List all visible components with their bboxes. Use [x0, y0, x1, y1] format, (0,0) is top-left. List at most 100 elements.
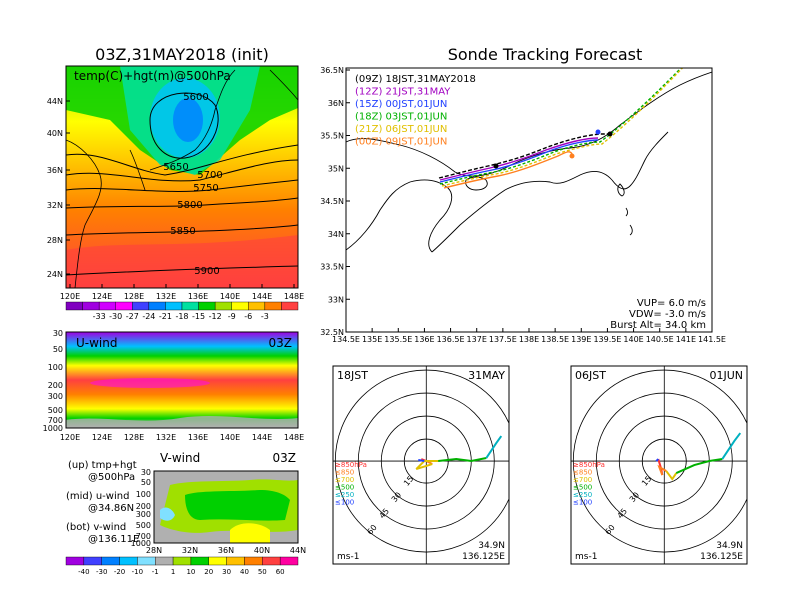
vwind-colorbar-label: 60 [276, 568, 285, 576]
contour-label-5800: 5800 [177, 200, 202, 211]
hodograph-lon: 136.125E [462, 552, 505, 562]
contour-5850 [66, 224, 298, 236]
map500-colorbar-cell [181, 301, 199, 311]
hodograph-trace [655, 432, 742, 481]
uwind-lon-tick: 124E [92, 433, 112, 442]
map500-colorbar: -33 -30 -27 -24 -21 -18 -15 -12 -9 -6 -3 [65, 301, 299, 321]
hodograph-trace-segment [665, 470, 678, 481]
uwind-pressure-tick: 30 [53, 329, 63, 338]
vwind-colorbar-label: -10 [132, 568, 143, 576]
hodograph-trace-segment [485, 435, 503, 459]
hodograph-legend-entry: ≤250 [573, 491, 592, 499]
map500-lon-tick: 132E [156, 292, 176, 301]
contour-label-5900: 5900 [194, 266, 219, 277]
map500-lon-ticks: 120E 124E 128E 132E 136E 140E 144E 148E [60, 284, 304, 301]
hodograph-time: 18JST [337, 369, 368, 382]
map500-colorbar-label: -3 [261, 312, 269, 321]
track-lat-ticks: 36.5N 36N 35.5N 35N 34.5N 34N 33.5N 33N 32.5N [320, 66, 350, 337]
uwind-pressure-tick: 1000 [43, 424, 63, 433]
map500-colorbar-cell [281, 301, 299, 311]
trajectory-12z [439, 137, 599, 181]
map500-colorbar-cell [248, 301, 266, 311]
track-title: Sonde Tracking Forecast [448, 45, 643, 64]
hodograph-legend-entry: ≤500 [573, 484, 592, 492]
uwind-pressure-tick: 200 [48, 381, 63, 390]
track-lat-tick: 35.5N [320, 132, 344, 141]
trajectory-15z [439, 139, 599, 183]
vwind-lat-tick: 32N [182, 546, 198, 555]
vwind-colorbar-cell [137, 556, 156, 566]
contour-5600 [149, 92, 219, 159]
map500-lon-tick: 128E [124, 292, 144, 301]
endpoint-15z [595, 129, 601, 135]
vwind-colorbar-label: 50 [258, 568, 267, 576]
contour-5650 [66, 144, 298, 176]
track-lat-tick: 34N [328, 230, 344, 239]
map500-lon-tick: 120E [60, 292, 80, 301]
vwind-colorbar-label: 40 [240, 568, 249, 576]
vwind-colorbar-cell [279, 556, 299, 566]
uwind-label: U-wind [76, 336, 117, 350]
track-island-1 [617, 183, 625, 197]
map500-colorbar-cell [231, 301, 249, 311]
hodograph-trace-segment [438, 457, 487, 463]
hodograph-legend-entry: ≤250 [335, 491, 354, 499]
uwind-pressure-tick: 300 [48, 392, 63, 401]
vwind-frame [153, 470, 299, 544]
vwind-colorbar-cell [262, 556, 281, 566]
uwind-lon-tick: 136E [188, 433, 208, 442]
hodograph-trace-segment [675, 458, 723, 474]
map500-lat-tick: 28N [47, 236, 63, 245]
vwind-colorbar-cell [119, 556, 138, 566]
map500-lon-tick: 148E [284, 292, 304, 301]
vwind-colorbar-cell [155, 556, 174, 566]
map500-lon-tick: 140E [220, 292, 240, 301]
vwind-lat-tick: 36N [218, 546, 234, 555]
hodograph-trace-segment [721, 432, 742, 460]
vwind-pressure-tick: 300 [136, 510, 151, 519]
vwind-colorbar-label: -1 [152, 568, 159, 576]
hodograph-date: 31MAY [468, 369, 505, 382]
track-lat-tick: 32.5N [320, 328, 344, 337]
track-lon-tick: 141E [676, 335, 696, 344]
map500-lat-tick: 40N [47, 129, 63, 138]
coastline-north [269, 69, 298, 101]
vwind-lat-tick: 40N [254, 546, 270, 555]
vwind-lat-tick: 28N [146, 546, 162, 555]
track-lat-tick: 33.5N [320, 263, 344, 272]
track-legend-entry: (00Z) 09JST,01JUN [355, 137, 447, 148]
vwind-colorbar-cell [244, 556, 263, 566]
vwind-pressure-tick: 700 [136, 532, 151, 541]
main-title: 03Z,31MAY2018 (init) [95, 45, 269, 64]
map500-colorbar-label: -6 [244, 312, 252, 321]
track-lon-tick: 135E [362, 335, 382, 344]
map500-lat-ticks: 44N 40N 36N 32N 28N 24N [47, 97, 70, 279]
vwind-pressure-tick: 30 [141, 468, 151, 477]
contour-5800 [66, 197, 298, 209]
hodograph-legend-entry: ≤500 [335, 484, 354, 492]
hodograph-trace-segment [657, 464, 667, 476]
map500-colorbar-cell [132, 301, 150, 311]
vwind-colorbar-cell [83, 556, 102, 566]
map500-warm-band [66, 235, 298, 288]
track-coastline-bay [465, 176, 488, 191]
contour-label-5650: 5650 [163, 162, 188, 173]
uwind-pressure-tick: 100 [48, 363, 63, 372]
vwind-negative-patch [160, 507, 175, 521]
vwind-lat-ticks: 28N 32N 36N 40N 44N [146, 546, 306, 555]
map500-lat-tick: 24N [47, 270, 63, 279]
uwind-pressure-tick: 700 [48, 416, 63, 425]
track-lon-tick: 139E [571, 335, 591, 344]
track-lat-tick: 34.5N [320, 197, 344, 206]
endpoint-00z [569, 153, 575, 159]
map500-colorbar-cell [65, 301, 83, 311]
map500-lon-tick: 124E [92, 292, 112, 301]
track-legend-entry: (12Z) 21JST,31MAY [355, 87, 451, 98]
hodograph-trace [415, 435, 503, 470]
vwind-lat-tick: 44N [290, 546, 306, 555]
legend-line-1: (up) tmp+hgt [68, 460, 137, 471]
map500-colorbar-label: -24 [142, 312, 155, 321]
vwind-time: 03Z [273, 451, 297, 465]
